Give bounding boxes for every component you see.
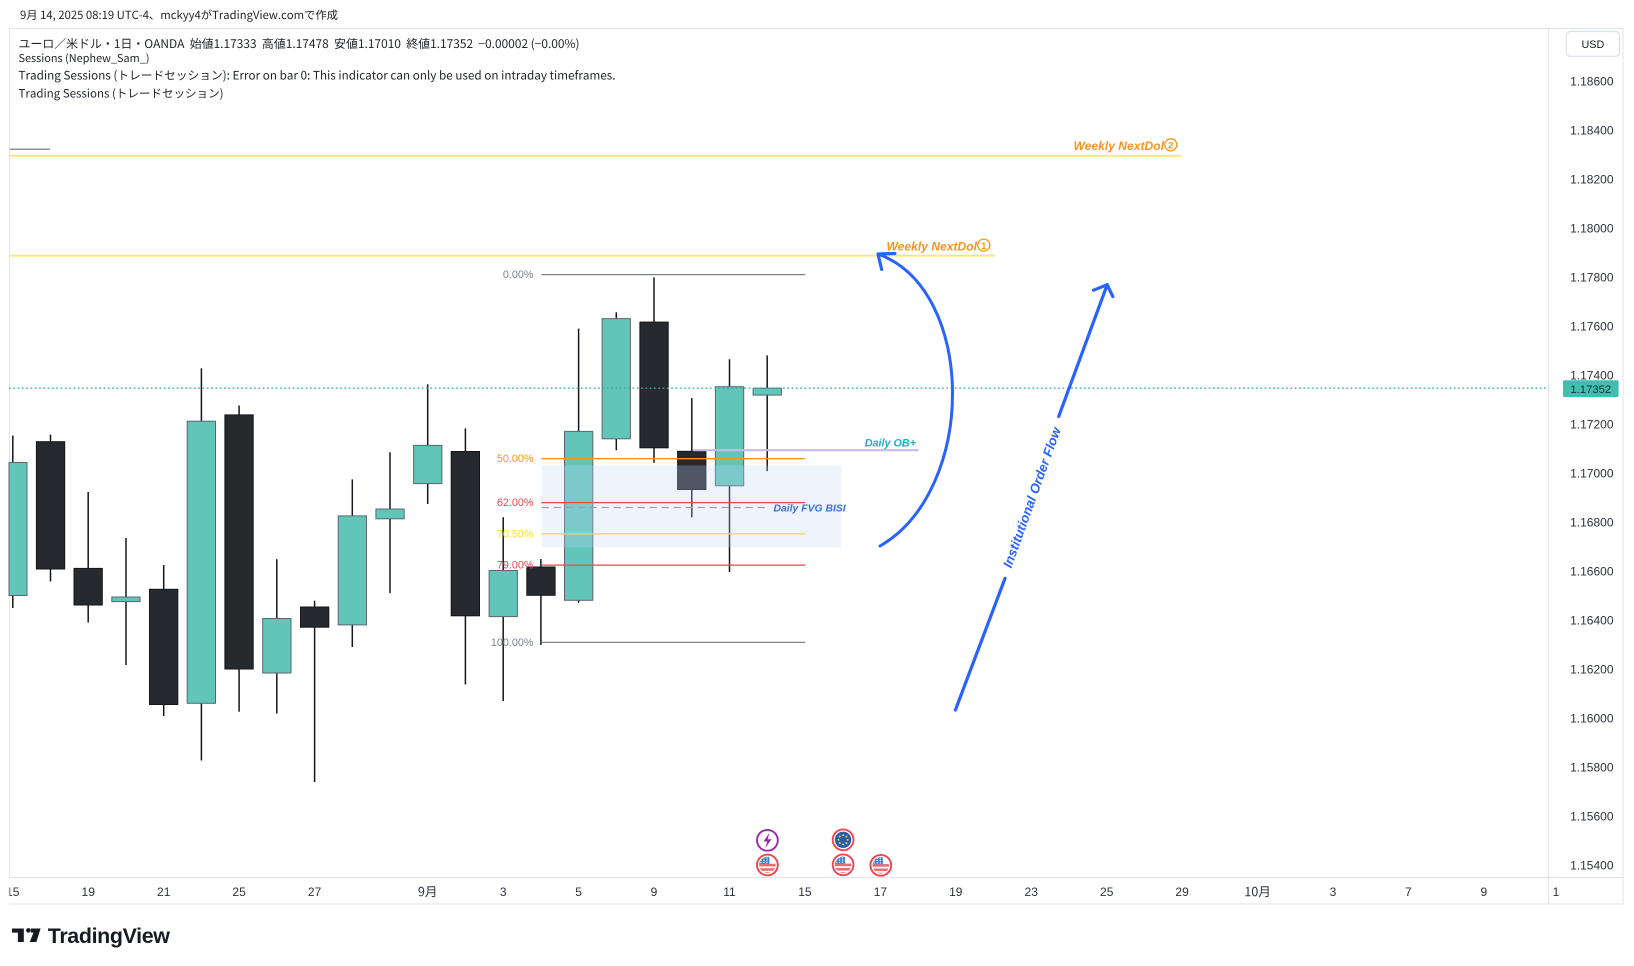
svg-text:19: 19 bbox=[82, 885, 96, 899]
svg-text:23: 23 bbox=[1025, 885, 1039, 899]
svg-text:Daily OB+: Daily OB+ bbox=[865, 437, 917, 449]
svg-text:1.15400: 1.15400 bbox=[1570, 859, 1614, 873]
svg-text:1.16000: 1.16000 bbox=[1570, 712, 1614, 726]
svg-text:27: 27 bbox=[308, 885, 322, 899]
svg-text:13: 13 bbox=[1553, 885, 1567, 899]
svg-text:1: 1 bbox=[981, 241, 987, 252]
svg-text:5: 5 bbox=[575, 885, 582, 899]
svg-text:70.50%: 70.50% bbox=[497, 528, 534, 540]
svg-text:11: 11 bbox=[723, 885, 736, 899]
svg-text:15: 15 bbox=[798, 885, 812, 899]
svg-text:1.17800: 1.17800 bbox=[1570, 271, 1614, 285]
svg-text:25: 25 bbox=[232, 885, 246, 899]
svg-text:USD: USD bbox=[1582, 39, 1605, 51]
svg-text:17: 17 bbox=[874, 885, 888, 899]
svg-text:Daily FVG BISI: Daily FVG BISI bbox=[774, 504, 847, 515]
svg-text:50.00%: 50.00% bbox=[497, 453, 534, 465]
svg-text:1.16400: 1.16400 bbox=[1570, 614, 1614, 628]
svg-text:1.16200: 1.16200 bbox=[1570, 663, 1614, 677]
svg-text:21: 21 bbox=[157, 885, 171, 899]
svg-text:1.17400: 1.17400 bbox=[1570, 369, 1614, 383]
svg-text:29: 29 bbox=[1175, 885, 1189, 899]
svg-text:1.18400: 1.18400 bbox=[1570, 124, 1614, 138]
svg-text:TradingView: TradingView bbox=[48, 924, 170, 948]
svg-text:15: 15 bbox=[6, 885, 20, 899]
svg-text:9: 9 bbox=[1481, 885, 1488, 899]
svg-text:7: 7 bbox=[1405, 885, 1412, 899]
svg-text:3: 3 bbox=[500, 885, 507, 899]
svg-text:1.15800: 1.15800 bbox=[1570, 761, 1614, 775]
svg-text:1.15600: 1.15600 bbox=[1570, 810, 1614, 824]
svg-text:1.17352: 1.17352 bbox=[1570, 384, 1611, 396]
svg-text:1.18600: 1.18600 bbox=[1570, 75, 1614, 89]
svg-text:1.17000: 1.17000 bbox=[1570, 467, 1614, 481]
svg-text:Weekly NextDol: Weekly NextDol bbox=[1073, 139, 1164, 153]
svg-text:1.18200: 1.18200 bbox=[1570, 173, 1614, 187]
svg-text:9: 9 bbox=[651, 885, 658, 899]
svg-text:25: 25 bbox=[1100, 885, 1114, 899]
svg-text:62.00%: 62.00% bbox=[497, 497, 534, 509]
svg-text:Weekly NextDol: Weekly NextDol bbox=[886, 239, 977, 253]
svg-text:1.17600: 1.17600 bbox=[1570, 320, 1614, 334]
svg-text:2: 2 bbox=[1168, 141, 1173, 152]
svg-text:0.00%: 0.00% bbox=[503, 269, 534, 281]
svg-text:3: 3 bbox=[1330, 885, 1337, 899]
svg-text:1.18000: 1.18000 bbox=[1570, 222, 1614, 236]
svg-text:1.17200: 1.17200 bbox=[1570, 418, 1614, 432]
svg-text:79.00%: 79.00% bbox=[497, 560, 534, 572]
svg-text:1.16600: 1.16600 bbox=[1570, 565, 1614, 579]
svg-text:1.16800: 1.16800 bbox=[1570, 516, 1614, 530]
svg-text:19: 19 bbox=[949, 885, 963, 899]
svg-text:100.00%: 100.00% bbox=[491, 637, 534, 649]
